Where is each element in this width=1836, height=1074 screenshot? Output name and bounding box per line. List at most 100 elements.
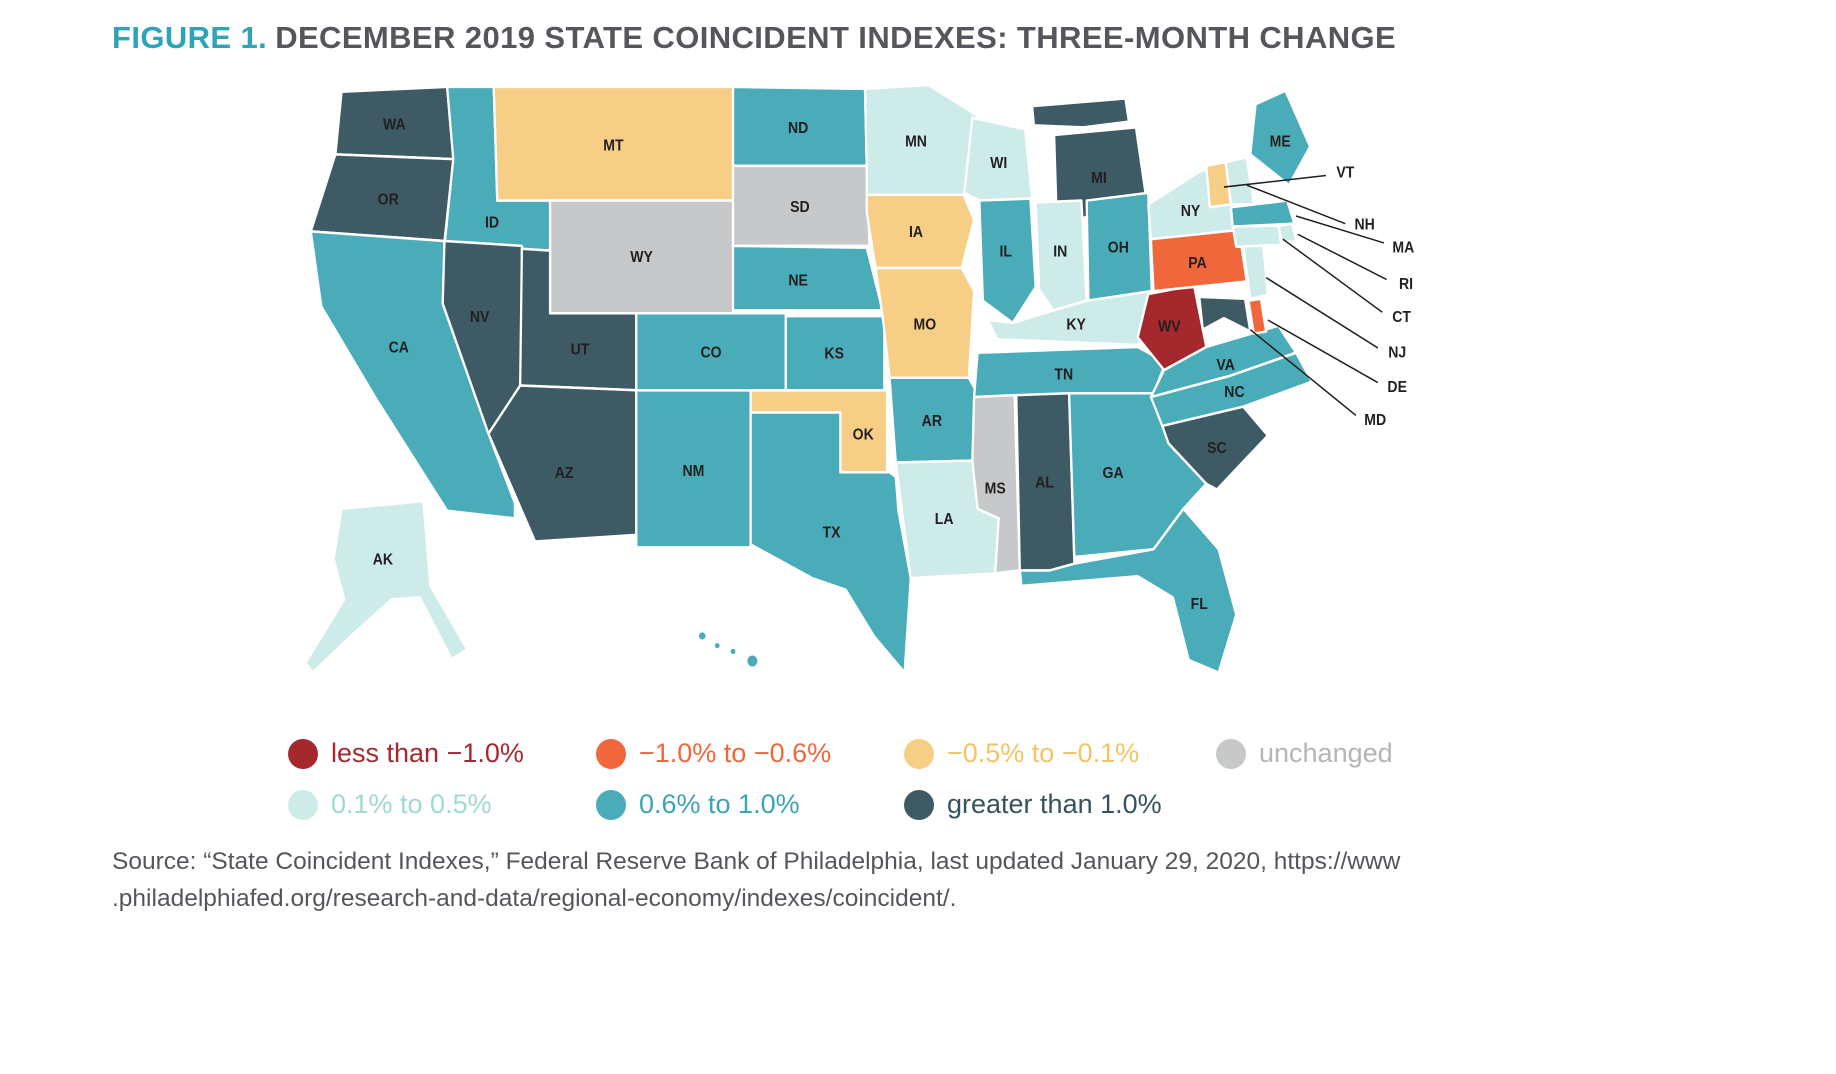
- state-sc: [1161, 405, 1270, 491]
- callout-label-ri: RI: [1399, 277, 1413, 294]
- figure-number: FIGURE 1.: [112, 20, 268, 55]
- state-label-nv: NV: [470, 309, 490, 326]
- legend-swatch-lt_neg1: [288, 738, 318, 769]
- state-fl: [1018, 507, 1238, 674]
- state-label-co: CO: [700, 345, 721, 362]
- legend-item-lt_neg1: less than −1.0%: [288, 738, 596, 769]
- state-label-ar: AR: [922, 413, 943, 430]
- callout-label-ct: CT: [1392, 309, 1411, 326]
- state-label-fl: FL: [1191, 596, 1208, 613]
- legend-item-neg1_neg06: −1.0% to −0.6%: [596, 738, 904, 769]
- state-ak: [304, 499, 469, 674]
- state-md: [1198, 295, 1252, 333]
- state-label-la: LA: [935, 512, 954, 529]
- state-de: [1247, 297, 1268, 335]
- state-label-sd: SD: [790, 200, 810, 217]
- state-il: [978, 197, 1037, 325]
- state-label-nd: ND: [788, 121, 809, 138]
- state-hi: [712, 640, 722, 651]
- legend-label-pos06_10: 0.6% to 1.0%: [639, 789, 800, 819]
- state-label-az: AZ: [555, 465, 574, 482]
- callout-label-vt: VT: [1336, 165, 1354, 182]
- legend-swatch-neg05_neg01: [904, 738, 934, 769]
- state-label-ok: OK: [853, 427, 874, 444]
- legend-label-lt_neg1: less than −1.0%: [331, 738, 524, 768]
- state-sd: [731, 164, 871, 248]
- state-label-ca: CA: [389, 340, 410, 357]
- state-hi: [728, 646, 738, 657]
- legend-row-2: 0.1% to 0.5% 0.6% to 1.0% greater than 1.0…: [288, 789, 1836, 820]
- callout-label-md: MD: [1364, 412, 1386, 429]
- state-ct: [1231, 224, 1283, 249]
- state-ky: [987, 289, 1175, 347]
- callout-label-ma: MA: [1392, 240, 1414, 257]
- callout-line-vt: [1223, 174, 1327, 188]
- legend-item-pos06_10: 0.6% to 1.0%: [596, 789, 904, 820]
- legend-item-pos01_05: 0.1% to 0.5%: [288, 789, 596, 820]
- state-label-nm: NM: [683, 464, 705, 481]
- legend: less than −1.0% −1.0% to −0.6% −0.5% to −0…: [288, 738, 1836, 820]
- state-nm: [635, 389, 752, 549]
- state-label-tn: TN: [1054, 367, 1073, 384]
- state-label-wv: WV: [1158, 319, 1181, 336]
- state-ms: [971, 393, 1021, 575]
- state-label-mn: MN: [905, 134, 927, 151]
- callout-line-nh: [1246, 184, 1346, 225]
- state-label-id: ID: [485, 215, 499, 232]
- legend-item-gt1: greater than 1.0%: [904, 789, 1216, 820]
- legend-swatch-pos06_10: [596, 789, 626, 820]
- state-label-ak: AK: [373, 552, 394, 569]
- state-label-tx: TX: [823, 525, 841, 542]
- callout-line-ct: [1282, 238, 1383, 313]
- source-line-2: .philadelphiafed.org/research-and-data/r…: [112, 884, 957, 912]
- callout-line-ma: [1295, 215, 1385, 244]
- legend-swatch-unchanged: [1216, 738, 1246, 769]
- state-nj: [1242, 237, 1270, 301]
- state-ma: [1229, 199, 1296, 228]
- state-label-oh: OH: [1108, 240, 1129, 257]
- state-label-pa: PA: [1188, 255, 1207, 272]
- state-label-in: IN: [1053, 244, 1067, 261]
- state-label-ne: NE: [788, 273, 808, 290]
- legend-item-neg05_neg01: −0.5% to −0.1%: [904, 738, 1216, 769]
- state-label-wy: WY: [630, 250, 653, 267]
- state-label-me: ME: [1270, 134, 1291, 151]
- state-label-ga: GA: [1103, 465, 1124, 482]
- legend-swatch-neg1_neg06: [596, 738, 626, 769]
- legend-swatch-gt1: [904, 789, 934, 820]
- legend-label-neg05_neg01: −0.5% to −0.1%: [947, 738, 1140, 768]
- source-line-1: Source: “State Coincident Indexes,” Fede…: [112, 848, 1401, 875]
- legend-item-unchanged: unchanged: [1216, 738, 1536, 769]
- state-mi: [1030, 97, 1131, 129]
- legend-label-neg1_neg06: −1.0% to −0.6%: [639, 738, 832, 768]
- state-label-mo: MO: [913, 317, 936, 334]
- state-label-ms: MS: [985, 481, 1006, 498]
- state-hi: [696, 629, 708, 643]
- legend-label-gt1: greater than 1.0%: [947, 789, 1162, 819]
- state-label-mt: MT: [603, 138, 623, 155]
- callout-line-nj: [1265, 276, 1379, 349]
- state-label-al: AL: [1035, 475, 1054, 492]
- state-label-mi: MI: [1091, 171, 1107, 188]
- callout-line-de: [1267, 319, 1379, 384]
- callout-line-md: [1249, 329, 1357, 416]
- legend-label-unchanged: unchanged: [1259, 738, 1393, 768]
- state-label-ny: NY: [1181, 203, 1201, 220]
- state-label-wi: WI: [990, 155, 1007, 172]
- state-label-nc: NC: [1224, 385, 1245, 402]
- legend-label-pos01_05: 0.1% to 0.5%: [331, 789, 492, 819]
- state-hi: [745, 652, 760, 669]
- state-label-wa: WA: [383, 117, 406, 134]
- source-note: Source: “State Coincident Indexes,” Fede…: [112, 844, 1836, 918]
- state-label-or: OR: [378, 192, 399, 209]
- callout-label-nh: NH: [1354, 217, 1374, 234]
- legend-swatch-pos01_05: [288, 789, 318, 820]
- state-label-sc: SC: [1207, 440, 1227, 457]
- us-choropleth-map: WA OR CA ID MT WY NV UT CO AZ NM ND SD NE KS OK TX MN IA MO…: [258, 58, 1836, 718]
- us-map-svg: WA OR CA ID MT WY NV UT CO AZ NM ND SD NE KS OK TX MN IA MO…: [304, 83, 1415, 674]
- state-label-ks: KS: [824, 346, 844, 363]
- callout-label-de: DE: [1387, 380, 1407, 397]
- state-label-ia: IA: [909, 225, 923, 242]
- figure-title: FIGURE 1. DECEMBER 2019 STATE COINCIDENT …: [112, 20, 1836, 56]
